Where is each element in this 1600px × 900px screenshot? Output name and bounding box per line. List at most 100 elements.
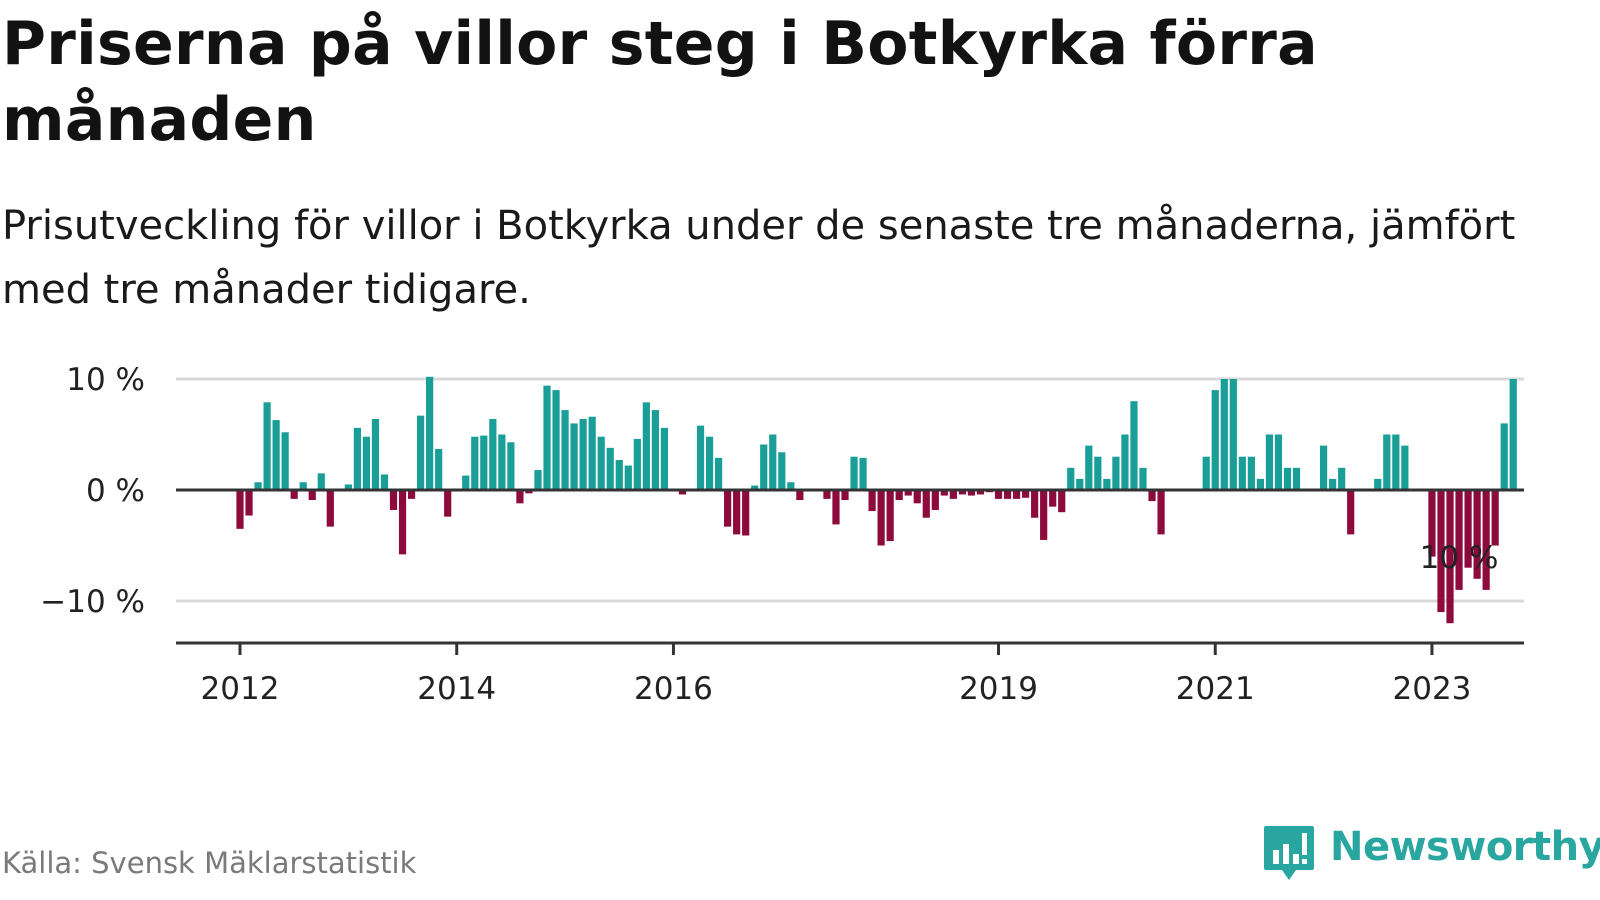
bar: [326, 490, 334, 527]
bar: [651, 410, 659, 490]
bar: [922, 490, 930, 518]
bar: [1274, 434, 1283, 490]
bar: [498, 434, 506, 490]
bar: [426, 376, 434, 490]
bar: [516, 490, 524, 504]
bar: [976, 490, 985, 495]
bar: [705, 436, 714, 490]
bar: [877, 490, 885, 546]
bar: [895, 490, 903, 500]
bar-chart: 10 % 0 % −10 % 2012 2014 2016 2019 2021 2023 10 %: [40, 362, 1524, 707]
bar: [742, 490, 750, 536]
bar: [1238, 456, 1246, 490]
brand-name: Newsworthy: [1330, 824, 1600, 870]
bar: [272, 420, 280, 490]
bar: [1067, 467, 1075, 490]
bar: [317, 473, 325, 490]
bar: [1320, 445, 1328, 490]
x-tick-label: 2023: [1393, 671, 1472, 707]
bar: [534, 470, 542, 490]
bar: [1482, 490, 1490, 590]
bar: [1455, 490, 1463, 590]
bar: [1112, 456, 1120, 490]
bar: [1338, 467, 1346, 490]
bar: [1139, 467, 1147, 490]
bar: [1491, 490, 1499, 546]
bar: [778, 452, 786, 490]
bar: [1040, 490, 1048, 540]
bar: [1012, 490, 1021, 499]
bar: [543, 385, 551, 490]
bar-chart-speech-bubble-icon: [1264, 826, 1314, 880]
bar: [696, 425, 705, 490]
bar: [1085, 445, 1093, 490]
bar: [444, 490, 452, 517]
bar: [1374, 478, 1382, 490]
bar: [886, 490, 894, 542]
bar: [850, 456, 858, 490]
bar: [1500, 423, 1508, 490]
gridlines: [176, 377, 1524, 603]
bar: [579, 418, 587, 490]
bar: [308, 490, 316, 500]
bar: [480, 435, 488, 490]
bar: [660, 427, 669, 490]
bar: [353, 427, 361, 490]
bar: [1329, 478, 1337, 490]
bar: [570, 423, 578, 490]
bar: [362, 436, 371, 490]
chart-title: Priserna på villor steg i Botkyrka förra…: [2, 9, 1318, 155]
bar: [489, 418, 497, 490]
bar: [417, 415, 425, 490]
bar: [1049, 490, 1057, 507]
bar: [597, 436, 605, 490]
y-tick-label: 10 %: [66, 362, 145, 398]
newsworthy-brand[interactable]: Newsworthy: [1262, 820, 1600, 890]
bar: [1509, 379, 1517, 490]
x-tick-label: 2021: [1176, 671, 1255, 707]
bar: [1148, 490, 1156, 502]
bar: [1256, 478, 1264, 490]
bar: [615, 460, 623, 490]
y-tick-label: −10 %: [40, 584, 145, 620]
bar: [769, 434, 777, 490]
bar: [1383, 434, 1391, 490]
bar: [1473, 490, 1481, 579]
bar: [724, 490, 732, 527]
last-value-label: 10 %: [1420, 540, 1499, 576]
chart-subtitle: Prisutveckling för villor i Botkyrka und…: [2, 203, 1516, 313]
bar: [624, 465, 632, 490]
bar: [859, 457, 867, 490]
bar: [435, 448, 443, 490]
bar: [1022, 490, 1030, 498]
x-tick-label: 2012: [201, 671, 280, 707]
bar: [1094, 456, 1102, 490]
bar: [507, 442, 515, 490]
bar: [714, 457, 723, 490]
bar: [1392, 434, 1400, 490]
bar: [525, 490, 533, 494]
bar: [1211, 390, 1219, 490]
bar: [642, 402, 650, 490]
bar: [398, 490, 407, 555]
bar: [1247, 456, 1255, 490]
bar: [1292, 467, 1301, 490]
bar: [1283, 467, 1292, 490]
axes: [176, 488, 1524, 655]
bar: [606, 447, 614, 490]
bar: [462, 475, 470, 490]
bar: [1076, 478, 1084, 490]
bar: [1347, 490, 1355, 535]
bar: [1437, 490, 1445, 613]
bar: [832, 490, 840, 525]
bar: [380, 474, 389, 490]
bar: [1003, 490, 1012, 499]
bar: [1058, 490, 1066, 513]
bar: [290, 490, 298, 499]
bar: [236, 490, 244, 529]
labels: 10 % 0 % −10 % 2012 2014 2016 2019 2021 2023 10 %: [40, 362, 1498, 707]
bar: [281, 432, 289, 490]
bar: [994, 490, 1003, 499]
bar: [733, 490, 741, 535]
bar: [1265, 434, 1274, 490]
